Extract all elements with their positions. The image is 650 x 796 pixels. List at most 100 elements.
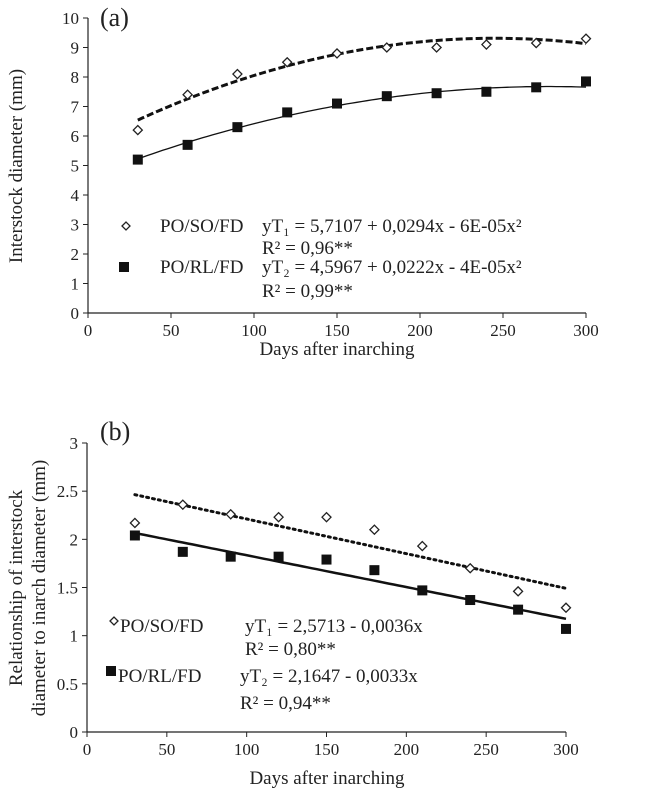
x-tick-label: 100 (241, 321, 267, 340)
trendline-series-2 (137, 85, 587, 160)
y-axis-label-line-2: diameter to inarch diameter (mm) (29, 460, 50, 716)
data-point-series-1 (368, 524, 380, 536)
x-tick-label: 100 (234, 740, 260, 759)
data-point-series-1 (129, 517, 141, 529)
x-tick-label: 250 (490, 321, 516, 340)
data-point-series-1 (431, 42, 443, 53)
x-axis-label: Days after inarching (249, 768, 405, 789)
data-point-series-2 (431, 88, 442, 99)
data-point-series-1 (512, 585, 524, 597)
r2-series-2: R² = 0,99** (262, 281, 353, 302)
equation-series-1: yT₁ = 2,5713 - 0,0036x (245, 616, 423, 637)
data-point-series-2 (381, 91, 392, 102)
x-axis-label: Days after inarching (259, 339, 415, 360)
equation-series-2: yT₂ = 4,5967 + 0,0222x - 4E-05x² (262, 257, 522, 278)
x-tick-label: 50 (163, 321, 180, 340)
data-point-series-2 (481, 86, 492, 97)
panel-label: (b) (100, 417, 130, 446)
data-point-series-1 (381, 42, 393, 53)
data-point-series-1 (281, 56, 293, 68)
x-tick-label: 150 (324, 321, 350, 340)
equation-series-1: yT₁ = 5,7107 + 0,0294x - 6E-05x² (262, 216, 522, 237)
data-point-series-1 (560, 602, 572, 614)
trendline-series-1 (137, 36, 587, 122)
x-tick-label: 200 (394, 740, 420, 759)
trendline-series-2 (134, 531, 567, 621)
data-point-series-2 (321, 554, 332, 565)
y-tick-label: 1 (70, 627, 79, 646)
chart-panel-b: (b) Days after inarching Relationship of… (6, 417, 579, 789)
data-point-series-2 (417, 585, 428, 596)
y-axis-label-line-1: Relationship of interstock (6, 489, 27, 686)
data-point-series-1 (321, 511, 332, 523)
chart-panel-a: (a) Days after inarching Interstock diam… (6, 3, 599, 360)
data-point-series-1 (273, 511, 285, 523)
y-axis-label: Interstock diameter (mm) (6, 69, 27, 263)
equation-series-2: yT₂ = 2,1647 - 0,0033x (240, 666, 418, 687)
data-point-series-2 (282, 107, 293, 118)
r2-series-1: R² = 0,80** (245, 639, 336, 660)
legend-marker-square (106, 666, 116, 676)
y-tick-label: 1 (71, 275, 80, 294)
data-point-series-1 (182, 89, 194, 101)
y-tick-label: 4 (71, 186, 80, 205)
data-point-series-2 (581, 76, 591, 87)
data-point-series-2 (332, 98, 342, 109)
data-point-series-2 (465, 595, 476, 606)
data-point-series-1 (464, 562, 476, 574)
y-tick-label: 2 (71, 245, 80, 264)
y-tick-label: 0 (71, 304, 80, 323)
data-point-series-2 (129, 530, 140, 541)
x-tick-label: 0 (83, 740, 92, 759)
legend-marker-diamond (121, 221, 131, 231)
data-point-series-1 (331, 47, 343, 59)
data-point-series-1 (231, 68, 243, 80)
data-point-series-2 (369, 565, 380, 576)
legend-label-series-2: PO/RL/FD (118, 666, 201, 687)
legend-label-series-1: PO/SO/FD (120, 616, 203, 637)
x-tick-label: 50 (158, 740, 175, 759)
data-point-series-2 (232, 122, 243, 133)
x-tick-label: 0 (84, 321, 93, 340)
x-tick-label: 300 (573, 321, 599, 340)
y-tick-label: 1.5 (57, 579, 78, 598)
data-point-series-1 (225, 508, 237, 520)
y-tick-label: 6 (71, 127, 80, 146)
trendline-series-1 (133, 493, 568, 590)
y-tick-label: 9 (71, 39, 80, 58)
legend-marker-square (119, 262, 129, 272)
y-tick-label: 3 (71, 216, 80, 235)
data-point-series-2 (182, 139, 193, 150)
legend-label-series-1: PO/SO/FD (160, 216, 243, 237)
y-tick-label: 8 (71, 68, 80, 87)
r2-series-1: R² = 0,96** (262, 238, 353, 259)
data-point-series-2 (561, 623, 571, 634)
data-point-series-1 (530, 37, 542, 49)
data-point-series-1 (480, 39, 492, 50)
data-point-series-2 (531, 82, 542, 93)
data-point-series-1 (580, 33, 592, 45)
data-point-series-1 (416, 540, 428, 552)
data-point-series-2 (177, 546, 188, 557)
data-point-series-2 (513, 604, 524, 615)
data-point-series-1 (177, 499, 189, 511)
panel-label: (a) (100, 3, 129, 32)
y-tick-label: 5 (71, 157, 80, 176)
data-point-series-1 (132, 124, 144, 136)
x-tick-label: 250 (473, 740, 499, 759)
x-tick-label: 200 (407, 321, 433, 340)
y-tick-label: 2 (70, 530, 79, 549)
x-tick-label: 150 (314, 740, 340, 759)
x-tick-label: 300 (553, 740, 579, 759)
data-point-series-2 (132, 154, 143, 165)
y-tick-label: 10 (62, 9, 79, 28)
legend-label-series-2: PO/RL/FD (160, 257, 243, 278)
y-tick-label: 0.5 (57, 675, 78, 694)
y-tick-label: 0 (70, 723, 79, 742)
legend-marker-diamond (109, 616, 119, 626)
y-tick-label: 2.5 (57, 482, 78, 501)
data-point-series-2 (273, 551, 284, 562)
r2-series-2: R² = 0,94** (240, 693, 331, 714)
y-tick-label: 3 (70, 434, 79, 453)
